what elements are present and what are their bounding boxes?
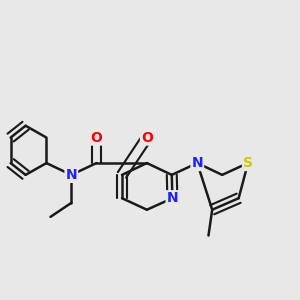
Text: O: O xyxy=(141,130,153,145)
Text: N: N xyxy=(167,191,178,205)
Text: N: N xyxy=(191,156,203,170)
Text: N: N xyxy=(65,168,77,182)
Text: O: O xyxy=(91,130,102,145)
Text: S: S xyxy=(243,156,253,170)
